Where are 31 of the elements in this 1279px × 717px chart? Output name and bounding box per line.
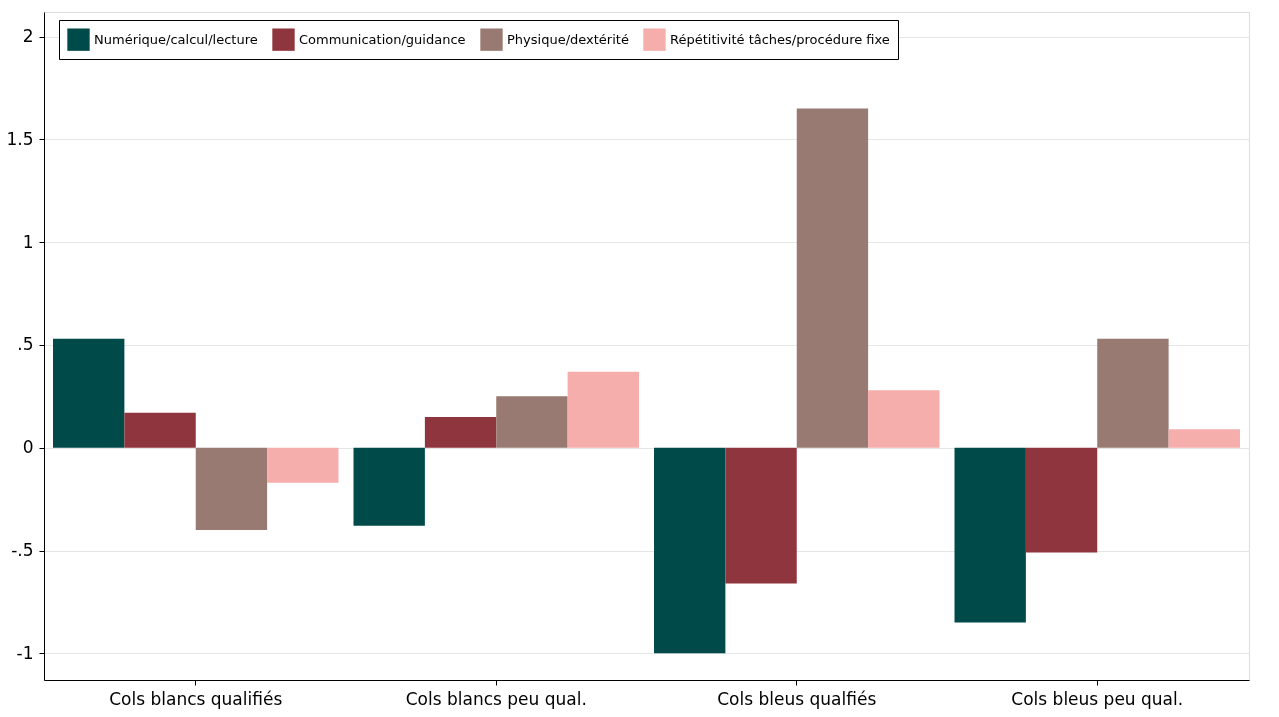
x-tick-label: Cols blancs qualifiés (109, 688, 283, 709)
y-tick-label: 0 (22, 437, 34, 458)
x-tick-label: Cols bleus qualfiés (717, 688, 877, 709)
bar (868, 390, 940, 448)
y-tick-label: -1 (16, 642, 34, 663)
bar (353, 447, 425, 526)
y-tick-label: -.5 (11, 540, 34, 561)
y-tick-label: 2 (22, 26, 34, 47)
bar (725, 447, 797, 584)
bar (654, 447, 726, 654)
y-tick-label: 1.5 (6, 128, 34, 149)
y-tick-label: 1 (22, 231, 34, 252)
y-tick-label: .5 (17, 334, 34, 355)
x-tick-label: Cols bleus peu qual. (1011, 688, 1184, 709)
bar (1168, 429, 1240, 448)
bar (796, 108, 869, 448)
bar (1025, 447, 1098, 553)
bar (195, 447, 268, 530)
legend-label: Communication/guidance (299, 31, 466, 47)
bar (424, 416, 497, 448)
bar (124, 412, 196, 448)
legend-label: Numérique/calcul/lecture (94, 31, 258, 47)
legend-label: Physique/dextérité (507, 31, 629, 47)
bar (496, 396, 568, 448)
bar (267, 447, 339, 483)
bar (53, 338, 125, 448)
legend-label: Répétitivité tâches/procédure fixe (670, 31, 890, 47)
x-tick-label: Cols blancs peu qual. (405, 688, 587, 709)
bar (954, 447, 1026, 623)
bar (1097, 338, 1169, 448)
bar (567, 371, 639, 448)
